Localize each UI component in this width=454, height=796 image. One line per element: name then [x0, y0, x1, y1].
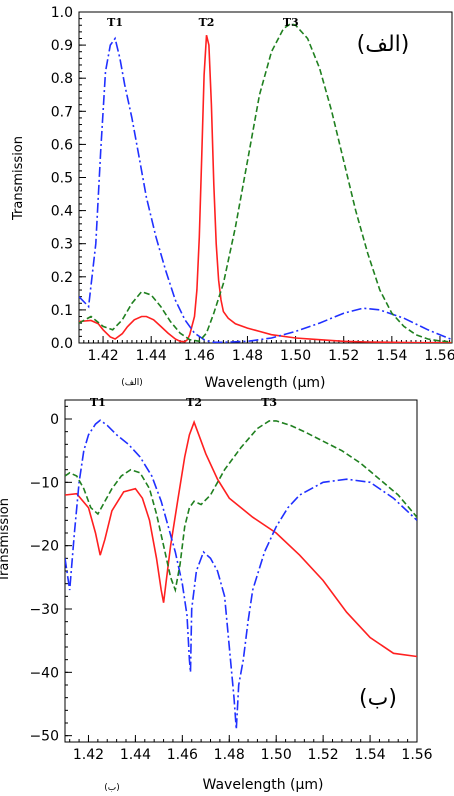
panel-label: (الف): [357, 32, 410, 57]
y-axis-label: Transmission: [0, 498, 12, 583]
x-axis-label: Wavelength (μm): [203, 777, 324, 793]
peak-annotation: T2: [186, 396, 202, 409]
x-tick-label: 1.42: [73, 747, 104, 763]
x-tick-label: 1.46: [167, 747, 198, 763]
chart-panel-a: 1.42 1.44 1.46 1.48 1.50 1.52 1.54 1.56 0.0 0.1 0.…: [11, 5, 454, 391]
x-tick-label: 1.56: [401, 747, 432, 763]
peak-annotation: T3: [261, 396, 277, 409]
y-tick-label: 0.8: [51, 71, 73, 87]
x-tick-label: 1.56: [424, 348, 454, 364]
x-axis-label: Wavelength (μm): [205, 375, 326, 391]
peak-annotation: T1: [107, 16, 123, 29]
series-line-3: [65, 420, 417, 593]
y-tick-label: −30: [29, 602, 59, 618]
peak-annotation: T1: [90, 396, 106, 409]
series-line-3: [79, 22, 452, 343]
x-tick-label: 1.44: [136, 348, 167, 364]
y-tick-label: −40: [29, 665, 59, 681]
x-tick-label: 1.48: [214, 747, 245, 763]
chart-panel-b: 1.42 1.44 1.46 1.48 1.50 1.52 1.54 1.56 0 −10 −20 −…: [0, 396, 433, 793]
series-line-1: [65, 419, 417, 658]
x-tick-label: 1.50: [261, 747, 292, 763]
y-tick-label: 0.6: [51, 137, 73, 153]
y-tick-label: 0.9: [51, 38, 73, 54]
y-tick-label: 0.1: [51, 303, 73, 319]
y-tick-label: 0.2: [51, 270, 73, 286]
x-tick-label: 1.46: [184, 348, 215, 364]
x-tick-label: 1.50: [280, 348, 311, 364]
panel-caption: (ب): [104, 783, 120, 793]
y-tick-label: 0.0: [51, 336, 73, 352]
x-tick-label: 1.44: [120, 747, 151, 763]
x-tick-label: 1.54: [376, 348, 407, 364]
x-tick-label: 1.54: [354, 747, 385, 763]
x-tick-label: 1.52: [328, 348, 359, 364]
y-tick-label: −50: [29, 729, 59, 745]
peak-annotation: T2: [199, 16, 215, 29]
y-tick-label: 0.4: [51, 204, 73, 220]
y-tick-label: 0.3: [51, 237, 73, 253]
series-line-2: [79, 36, 452, 343]
y-tick-label: 0: [50, 412, 59, 428]
x-tick-label: 1.42: [87, 348, 118, 364]
y-tick-label: −10: [29, 475, 59, 491]
y-tick-label: 0.5: [51, 171, 73, 187]
panel-caption: (الف): [121, 378, 143, 388]
series-line-2: [65, 419, 417, 730]
y-tick-label: 0.7: [51, 104, 73, 120]
y-tick-label: −20: [29, 539, 59, 555]
x-tick-label: 1.48: [232, 348, 263, 364]
y-tick-label: 1.0: [51, 5, 73, 21]
x-tick-label: 1.52: [308, 747, 339, 763]
peak-annotation: T3: [283, 16, 299, 29]
panel-label: (ب): [359, 686, 397, 711]
plot-frame: [78, 11, 453, 344]
y-axis-label: Transmission: [11, 136, 26, 221]
series-line-1: [79, 35, 452, 343]
